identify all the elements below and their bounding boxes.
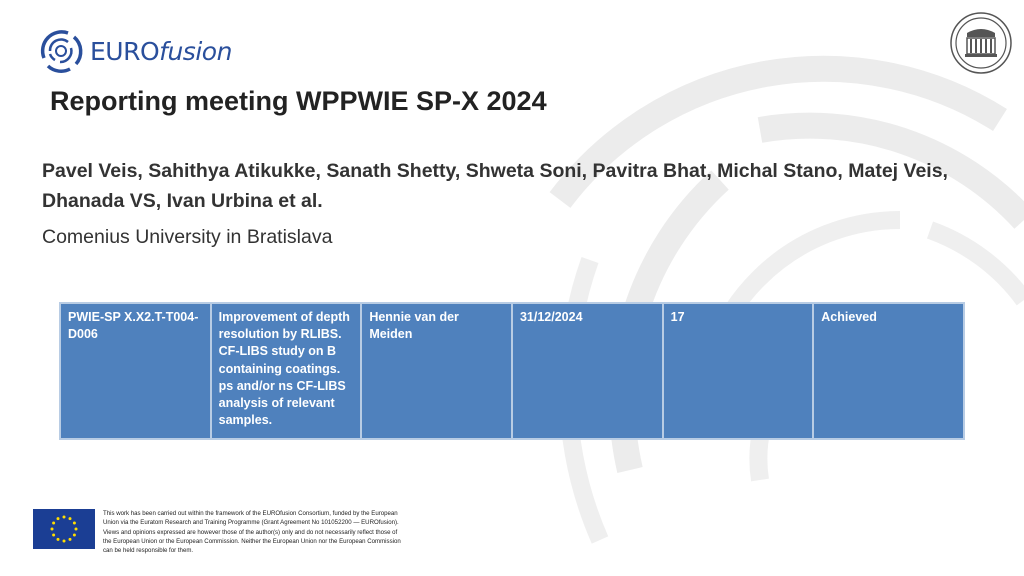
authors: Pavel Veis, Sahithya Atikukke, Sanath Sh… xyxy=(42,160,948,212)
funding-disclaimer: This work has been carried out within th… xyxy=(103,510,401,555)
logo-brand-italic: fusion xyxy=(159,36,232,66)
cell-date: 31/12/2024 xyxy=(510,302,664,440)
logo-wordmark: EUROfusion xyxy=(90,37,232,66)
university-seal-icon xyxy=(950,12,1012,74)
footer: This work has been carried out within th… xyxy=(33,509,403,555)
eurofusion-emblem-icon xyxy=(40,30,83,73)
deliverable-table: PWIE-SP X.X2.T-T004-D006 Improvement of … xyxy=(59,302,965,440)
cell-status: Achieved xyxy=(812,302,965,440)
page-title: Reporting meeting WPPWIE SP-X 2024 xyxy=(50,86,547,116)
cell-deliverable-id: PWIE-SP X.X2.T-T004-D006 xyxy=(59,302,212,440)
cell-number: 17 xyxy=(661,302,815,440)
eurofusion-logo: EUROfusion xyxy=(38,28,232,74)
cell-description: Improvement of depth resolution by RLIBS… xyxy=(209,302,363,440)
logo-brand-main: EURO xyxy=(90,36,160,66)
institution: Comenius University in Bratislava xyxy=(42,226,333,248)
cell-responsible: Hennie van der Meiden xyxy=(360,302,513,440)
table-row: PWIE-SP X.X2.T-T004-D006 Improvement of … xyxy=(59,302,965,440)
eu-flag-icon xyxy=(33,509,95,549)
